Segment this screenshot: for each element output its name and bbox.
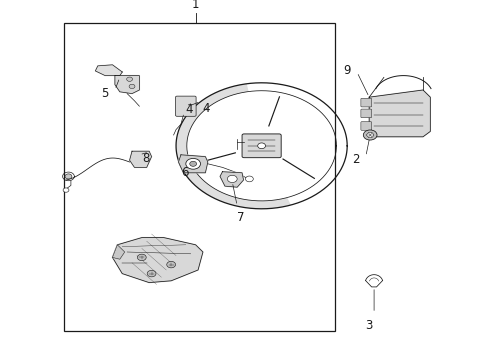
Circle shape bbox=[147, 270, 156, 277]
FancyBboxPatch shape bbox=[175, 96, 196, 116]
Polygon shape bbox=[115, 76, 139, 94]
Text: 4: 4 bbox=[185, 103, 193, 116]
Circle shape bbox=[189, 161, 196, 166]
Circle shape bbox=[363, 130, 376, 140]
FancyBboxPatch shape bbox=[242, 134, 281, 158]
Text: 7: 7 bbox=[237, 211, 244, 224]
FancyBboxPatch shape bbox=[360, 98, 371, 107]
Text: 6: 6 bbox=[181, 166, 188, 179]
FancyBboxPatch shape bbox=[360, 109, 371, 118]
Text: 9: 9 bbox=[343, 64, 350, 77]
Polygon shape bbox=[95, 65, 122, 76]
Text: 8: 8 bbox=[142, 152, 149, 165]
Text: 2: 2 bbox=[351, 153, 359, 166]
Circle shape bbox=[63, 188, 69, 192]
Polygon shape bbox=[112, 245, 124, 259]
Circle shape bbox=[257, 143, 265, 149]
Text: 5: 5 bbox=[101, 87, 109, 100]
Text: 4: 4 bbox=[202, 102, 209, 114]
Polygon shape bbox=[176, 84, 290, 209]
Circle shape bbox=[65, 174, 72, 179]
Text: 3: 3 bbox=[365, 319, 372, 332]
Circle shape bbox=[137, 254, 146, 261]
Text: 1: 1 bbox=[191, 0, 199, 11]
Polygon shape bbox=[368, 90, 429, 137]
Circle shape bbox=[126, 77, 132, 81]
Circle shape bbox=[129, 84, 135, 89]
Circle shape bbox=[227, 175, 237, 183]
Circle shape bbox=[245, 176, 253, 182]
Polygon shape bbox=[220, 172, 243, 187]
Bar bbox=[63, 23, 334, 331]
Circle shape bbox=[166, 261, 175, 268]
Polygon shape bbox=[112, 238, 203, 283]
Polygon shape bbox=[129, 151, 151, 167]
Circle shape bbox=[366, 132, 373, 138]
Polygon shape bbox=[178, 155, 207, 173]
FancyBboxPatch shape bbox=[360, 122, 371, 130]
Circle shape bbox=[185, 158, 200, 169]
